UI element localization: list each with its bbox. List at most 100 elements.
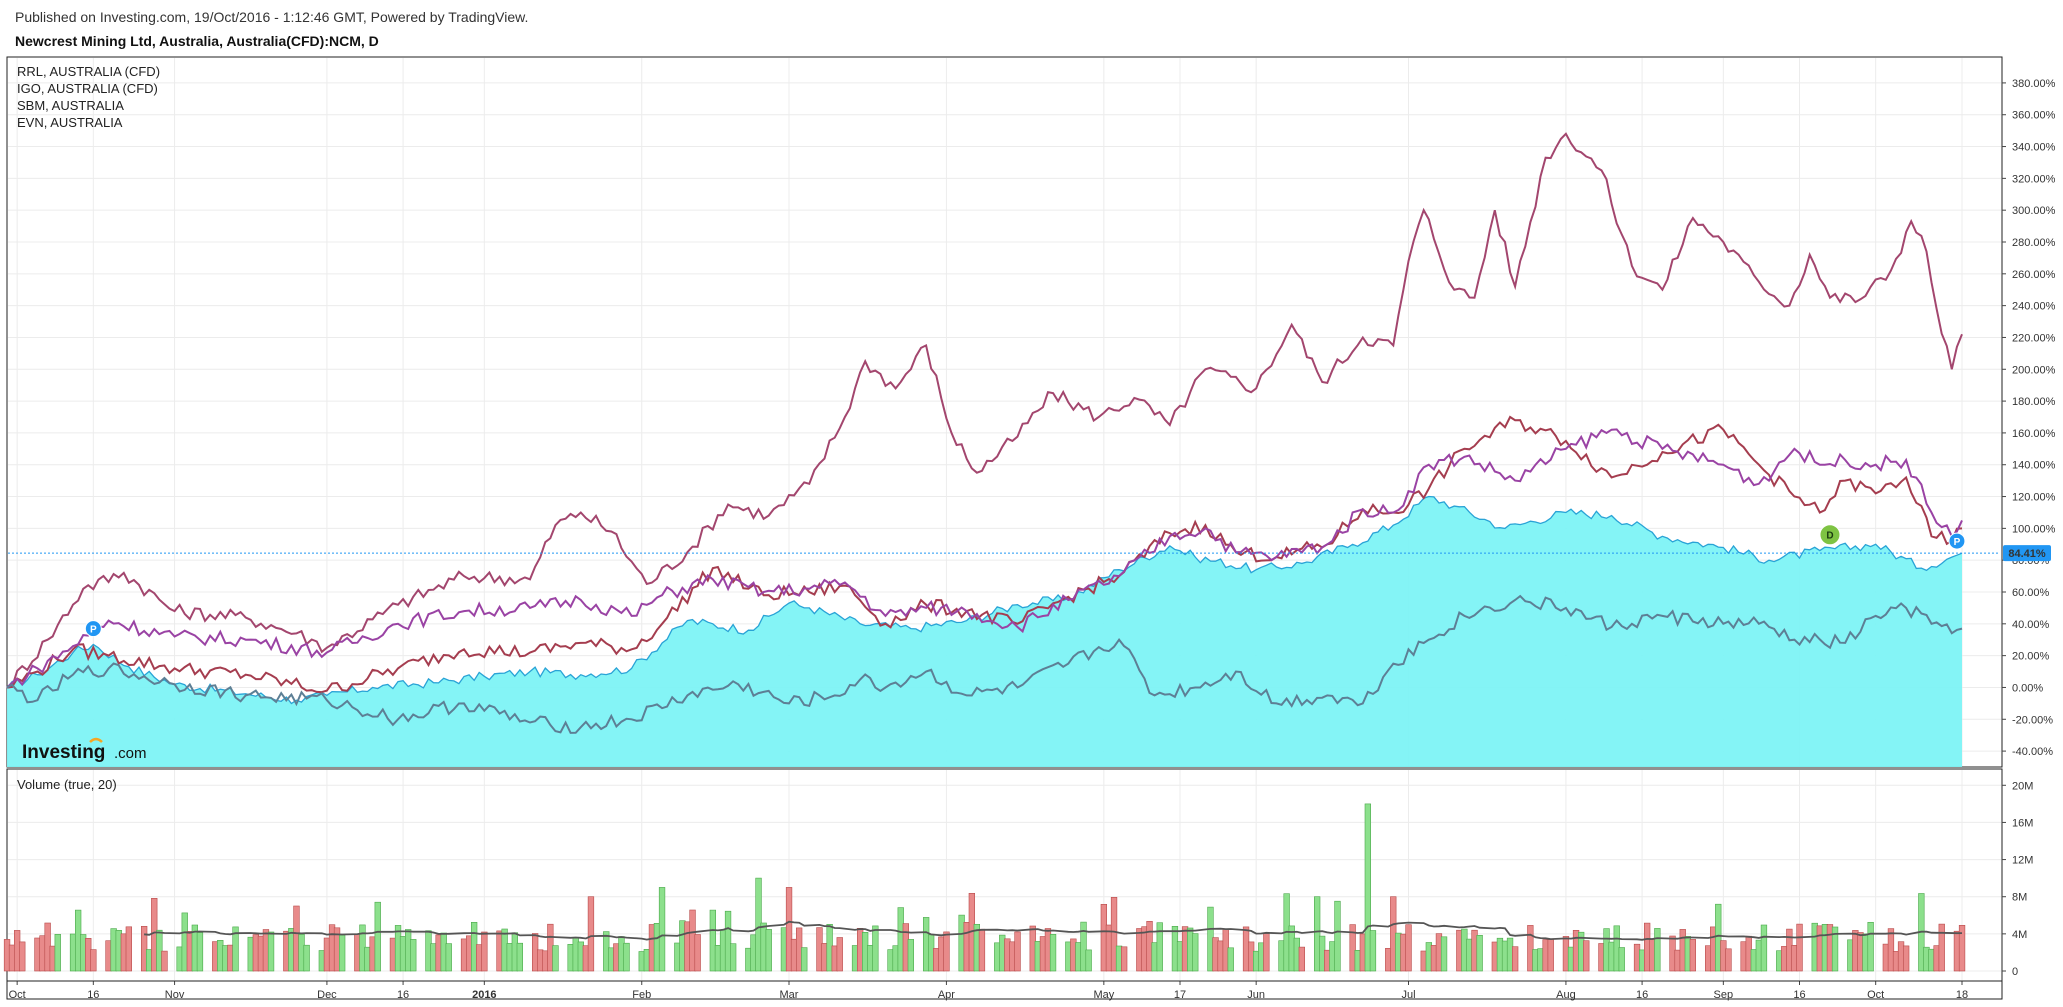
volume-bar	[161, 950, 168, 972]
series-line-rrl	[6, 132, 1963, 689]
logo-brand: Investing	[22, 742, 105, 763]
volume-bar	[1725, 948, 1732, 972]
marker-label: D	[1826, 531, 1833, 542]
volume-bar	[729, 943, 737, 972]
volume-bar	[1618, 947, 1625, 972]
price-tick-label: 140.00%	[2012, 460, 2056, 472]
time-tick-label: 16	[87, 989, 99, 1001]
time-tick-label: Oct	[1867, 989, 1884, 1001]
volume-layer	[3, 803, 1966, 972]
marker-label: P	[1954, 537, 1961, 548]
time-tick-label: Apr	[938, 989, 955, 1001]
series-line-evn	[6, 594, 1963, 734]
time-tick-label: 2016	[472, 989, 496, 1001]
volume-bar	[232, 926, 239, 972]
investing-logo: Investing .com	[22, 737, 147, 763]
price-tick-label: 60.00%	[2012, 587, 2050, 599]
price-tick-label: 320.00%	[2012, 173, 2056, 185]
price-tick-label: 0.00%	[2012, 682, 2043, 694]
volume-bar	[1887, 928, 1895, 972]
price-tick-label: 100.00%	[2012, 523, 2056, 535]
time-tick-label: Sep	[1714, 989, 1734, 1001]
time-tick-label: Dec	[317, 989, 337, 1001]
volume-bar	[785, 887, 793, 972]
time-tick-label: Nov	[165, 989, 185, 1001]
volume-bar	[1014, 931, 1021, 972]
price-tick-label: 280.00%	[2012, 237, 2056, 249]
instrument-title: Newcrest Mining Ltd, Australia, Australi…	[15, 33, 379, 49]
volume-bar	[196, 932, 204, 972]
volume-bar	[156, 929, 163, 972]
volume-bar	[1527, 925, 1534, 972]
volume-bar	[54, 933, 61, 972]
volume-bar	[1085, 949, 1092, 972]
volume-bar	[709, 909, 716, 972]
volume-bar	[1760, 924, 1768, 972]
volume-bar	[445, 943, 452, 972]
volume-tick-label: 12M	[2012, 855, 2033, 867]
volume-bar	[907, 939, 914, 972]
time-tick-label: Jun	[1247, 989, 1265, 1001]
legend-entry-sbm: SBM, AUSTRALIA	[17, 98, 124, 113]
price-tick-label: 340.00%	[2012, 142, 2056, 154]
series-line-igo	[6, 415, 1963, 694]
legend-entry-igo: IGO, AUSTRALIA (CFD)	[17, 81, 158, 96]
volume-bar	[1547, 939, 1554, 972]
volume-bar	[1938, 923, 1945, 972]
series-layer: P D P	[6, 132, 2000, 734]
volume-bar	[1156, 922, 1163, 972]
price-area-layer	[6, 495, 1963, 767]
volume-bar	[303, 944, 310, 972]
price-tick-label: 120.00%	[2012, 492, 2056, 504]
volume-bar	[1715, 903, 1722, 972]
volume-bar	[481, 931, 488, 972]
volume-bar	[978, 928, 986, 972]
time-tick-label: 16	[1636, 989, 1648, 1001]
volume-bar	[587, 896, 595, 972]
last-value-label: 84.41%	[2008, 548, 2046, 560]
volume-bar	[694, 934, 701, 972]
price-tick-label: 220.00%	[2012, 332, 2056, 344]
volume-bar	[410, 939, 417, 972]
p-marker	[84, 620, 102, 638]
p-marker	[1948, 532, 1966, 550]
time-tick-label: Jul	[1401, 989, 1415, 1001]
volume-bar	[724, 910, 732, 972]
volume-bar	[1110, 896, 1118, 972]
volume-bar	[1867, 921, 1874, 972]
price-tick-label: 160.00%	[2012, 428, 2056, 440]
volume-bar	[552, 945, 559, 972]
volume-bar	[836, 937, 843, 972]
price-tick-label: 20.00%	[2012, 651, 2050, 663]
volume-bar	[1512, 946, 1519, 972]
volume-bar	[1903, 945, 1910, 972]
price-tick-label: 260.00%	[2012, 269, 2056, 281]
volume-bar	[872, 925, 879, 972]
volume-bar	[1405, 924, 1412, 972]
last-value-badge	[2003, 545, 2051, 562]
volume-bar	[1121, 946, 1128, 972]
logo-swoosh-icon	[89, 737, 103, 743]
volume-bar	[267, 931, 275, 972]
volume-bar	[801, 947, 808, 972]
volume-bar	[141, 925, 148, 972]
logo-suffix: .com	[114, 745, 147, 762]
price-tick-label: -40.00%	[2012, 746, 2053, 758]
price-tick-label: 200.00%	[2012, 364, 2056, 376]
legend-entry-rrl: RRL, AUSTRALIA (CFD)	[17, 64, 160, 79]
volume-bar	[125, 926, 132, 972]
price-tick-label: 360.00%	[2012, 110, 2056, 122]
time-tick-label: 16	[1793, 989, 1805, 1001]
volume-bar	[516, 942, 523, 972]
volume-bar	[1080, 921, 1087, 972]
axes-layer: 380.00% 360.00% 340.00% 320.00% 300.00% 280.0…	[7, 78, 2056, 1001]
volume-bar	[1049, 933, 1057, 972]
time-tick-label: Aug	[1556, 989, 1576, 1001]
volume-bar	[1796, 923, 1803, 972]
marker-label: P	[90, 625, 97, 636]
legend-entry-evn: EVN, AUSTRALIA	[17, 115, 123, 130]
volume-bar	[1583, 940, 1590, 972]
volume-bar	[1349, 924, 1356, 972]
volume-bar	[1654, 928, 1661, 972]
